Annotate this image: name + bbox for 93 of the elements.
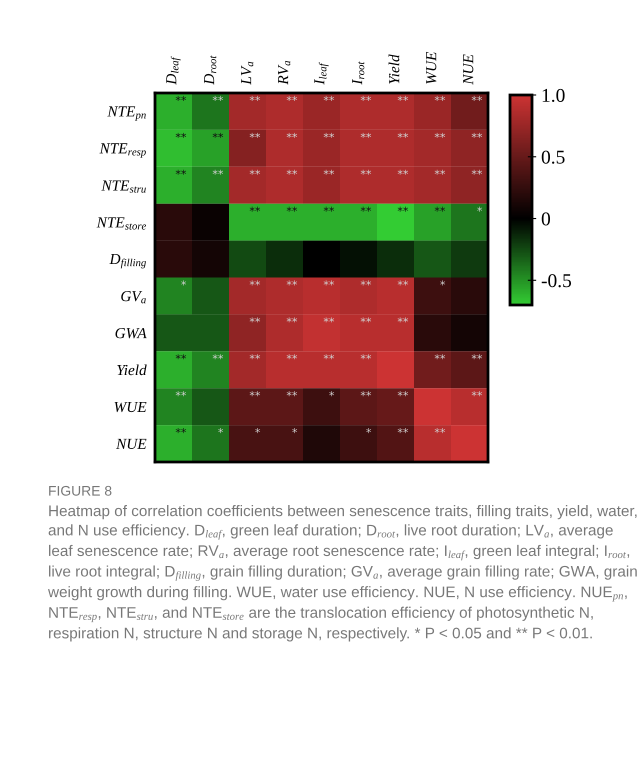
- data-label: **: [434, 96, 446, 102]
- data-label: **: [398, 132, 408, 138]
- data-label: **: [398, 317, 408, 322]
- data-label: **: [250, 280, 260, 286]
- y-tick-label: NUE: [116, 438, 146, 449]
- x-tick-label: LV$_{a}$: [241, 62, 254, 85]
- data-label: **: [286, 170, 298, 175]
- data-label: **: [324, 206, 334, 212]
- data-label: **: [250, 170, 260, 175]
- data-label: **: [360, 391, 372, 396]
- data-label: **: [176, 170, 186, 175]
- x-tick-label: RV$_{a}$: [278, 60, 290, 85]
- data-label: **: [176, 428, 186, 434]
- data-label: **: [360, 96, 372, 102]
- data-label: **: [434, 354, 446, 360]
- data-label: **: [398, 280, 408, 286]
- x-tick-label: WUE: [426, 52, 436, 84]
- color-bar-label: 0.5: [542, 150, 565, 164]
- data-label: **: [398, 96, 408, 102]
- data-label: *: [255, 428, 260, 434]
- data-label: *: [366, 428, 372, 434]
- data-label: **: [360, 132, 372, 138]
- data-label: **: [434, 132, 446, 138]
- data-label: **: [212, 354, 224, 360]
- data-label: **: [472, 132, 482, 138]
- color-bar-label: 0: [542, 212, 550, 226]
- data-label: **: [250, 391, 260, 396]
- y-tick-label: NTE$_{resp}$: [100, 143, 146, 158]
- data-label: **: [434, 170, 446, 175]
- data-label: **: [212, 170, 224, 175]
- data-label: **: [360, 206, 372, 212]
- data-label: **: [286, 206, 298, 212]
- data-label: **: [324, 96, 334, 102]
- data-label: **: [324, 132, 334, 138]
- data-label: **: [324, 317, 334, 322]
- color-bar-label: -0.5: [542, 274, 572, 288]
- data-label: *: [181, 280, 186, 286]
- y-tick-label: GWA: [115, 328, 147, 338]
- x-tick-label: D$_{leaf}$: [166, 56, 181, 85]
- data-label: **: [250, 354, 260, 360]
- data-label: **: [286, 132, 298, 138]
- data-label: **: [176, 354, 186, 360]
- x-tick-label: NUE: [463, 54, 474, 85]
- data-label: **: [176, 391, 186, 396]
- y-tick-label: GV$_{a}$: [121, 291, 146, 304]
- data-label: **: [286, 317, 298, 322]
- data-label: **: [360, 317, 372, 322]
- data-label: **: [176, 132, 186, 138]
- data-label: **: [286, 391, 298, 396]
- y-tick-label: NTE$_{store}$: [96, 217, 146, 230]
- data-label: **: [250, 317, 260, 322]
- data-label: *: [477, 206, 482, 212]
- data-label: *: [218, 428, 224, 434]
- data-label: **: [472, 391, 482, 396]
- color-bar-label: 1.0: [542, 88, 565, 102]
- text: Heatmap of correlation coefficients between senescence traits, filling traits, yield, water, and N use efficiency. D$_{leaf}$, green leaf duration; D$_{root}$, live root duration; LV$_{a}$, average leaf senescence rate; RV$_{a}$, average root senescence rate; I$_{leaf}$, green leaf integral; I$_{root}$, live root integral; D$_{filling}$, grain filling duration; GV$_{a}$, average grain filling rate; GWA, grain weight growth during filling. WUE, water use efficiency. NUE, N use efficiency. NUE$_{pn}$, NTE$_{resp}$, NTE$_{stru}$, and NTE$_{store}$ are the translocation efficiency of photosynthetic N, respiration N, structure N and storage N, respectively. * P < 0.05 and ** P < 0.01.: [48, 505, 637, 642]
- y-tick-label: NTE$_{stru}$: [101, 180, 146, 193]
- data-label: **: [360, 280, 372, 286]
- x-tick-label: I$_{leaf}$: [314, 62, 329, 85]
- data-label: **: [250, 96, 260, 102]
- y-tick-label: D$_{filling}$: [109, 254, 146, 268]
- data-label: *: [329, 391, 334, 396]
- data-label: **: [212, 132, 224, 138]
- x-tick-label: D$_{root}$: [204, 55, 216, 85]
- data-label: *: [440, 280, 446, 286]
- x-tick-label: Yield: [388, 54, 400, 84]
- data-label: *: [292, 428, 298, 434]
- data-label: **: [360, 170, 372, 175]
- data-label: **: [250, 206, 260, 212]
- data-label: **: [286, 280, 298, 286]
- data-label: **: [398, 428, 408, 434]
- data-label: **: [324, 170, 334, 175]
- x-tick-label: I$_{root}$: [352, 61, 364, 85]
- data-label: **: [398, 206, 408, 212]
- y-tick-label: NTE$_{pn}$: [107, 106, 146, 121]
- y-tick-label: Yield: [117, 364, 147, 376]
- data-label: **: [472, 170, 482, 175]
- data-label: **: [324, 354, 334, 360]
- data-label: **: [176, 96, 186, 102]
- text: FIGURE 8: [49, 486, 112, 496]
- data-label: **: [212, 96, 224, 102]
- data-label: **: [398, 170, 408, 175]
- data-label: **: [434, 428, 446, 434]
- data-label: **: [398, 391, 408, 396]
- data-label: **: [434, 206, 446, 212]
- data-label: **: [250, 132, 260, 138]
- data-label: **: [360, 354, 372, 360]
- data-label: **: [286, 354, 298, 360]
- data-label: **: [472, 354, 482, 360]
- y-tick-label: WUE: [114, 402, 146, 412]
- data-label: **: [472, 96, 482, 102]
- data-label: **: [286, 96, 298, 102]
- data-label: **: [324, 280, 334, 286]
